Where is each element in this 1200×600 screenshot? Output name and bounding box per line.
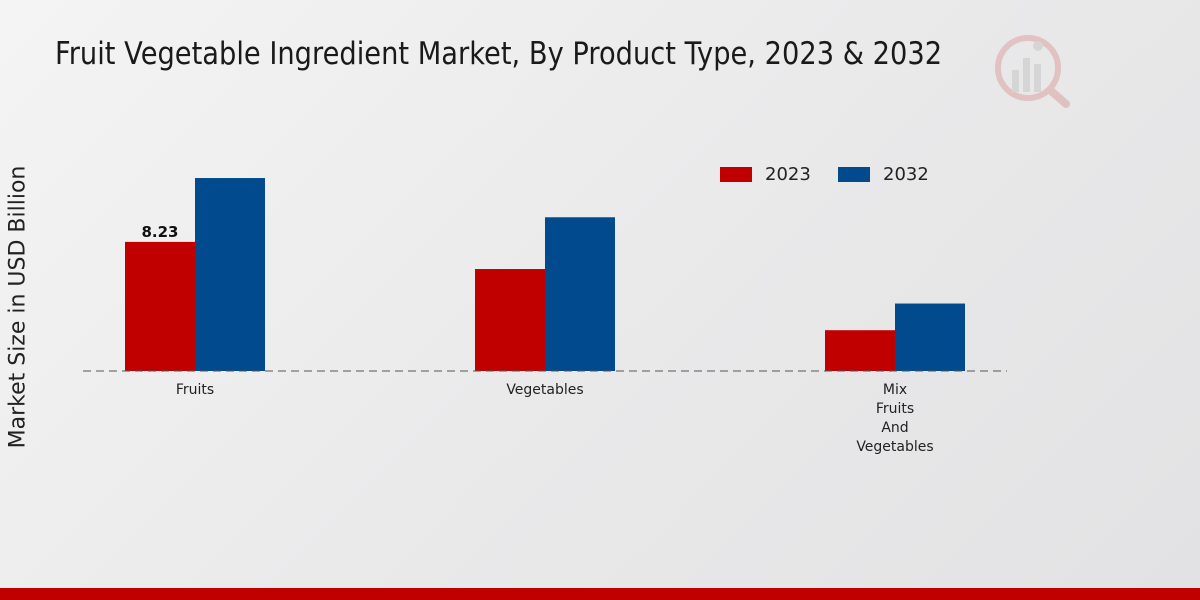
legend-label-2023: 2023 <box>765 164 811 185</box>
legend-item-2032: 2032 <box>838 164 929 185</box>
footer-bar <box>0 588 1200 600</box>
legend-item-2023: 2023 <box>720 164 811 185</box>
bar-2032-fruits <box>195 178 265 371</box>
x-tick-label-1: Vegetables <box>506 382 583 398</box>
bar-2023-vegetables <box>475 269 545 371</box>
bar-2032-vegetables <box>545 217 615 371</box>
legend-label-2032: 2032 <box>883 164 929 185</box>
x-tick-label-0: Fruits <box>176 382 214 398</box>
data-label-0: 8.23 <box>141 223 178 241</box>
bar-2032-mix-fruits-and-vegetables <box>895 303 965 371</box>
watermark-logo-icon <box>995 35 1070 108</box>
legend-swatch-2023 <box>720 167 752 182</box>
bar-2023-mix-fruits-and-vegetables <box>825 330 895 371</box>
legend-swatch-2032 <box>838 167 870 182</box>
x-tick-label-2: Mix Fruits And Vegetables <box>856 382 933 455</box>
bar-2023-fruits <box>125 241 195 371</box>
chart-title: Fruit Vegetable Ingredient Market, By Pr… <box>55 36 943 72</box>
